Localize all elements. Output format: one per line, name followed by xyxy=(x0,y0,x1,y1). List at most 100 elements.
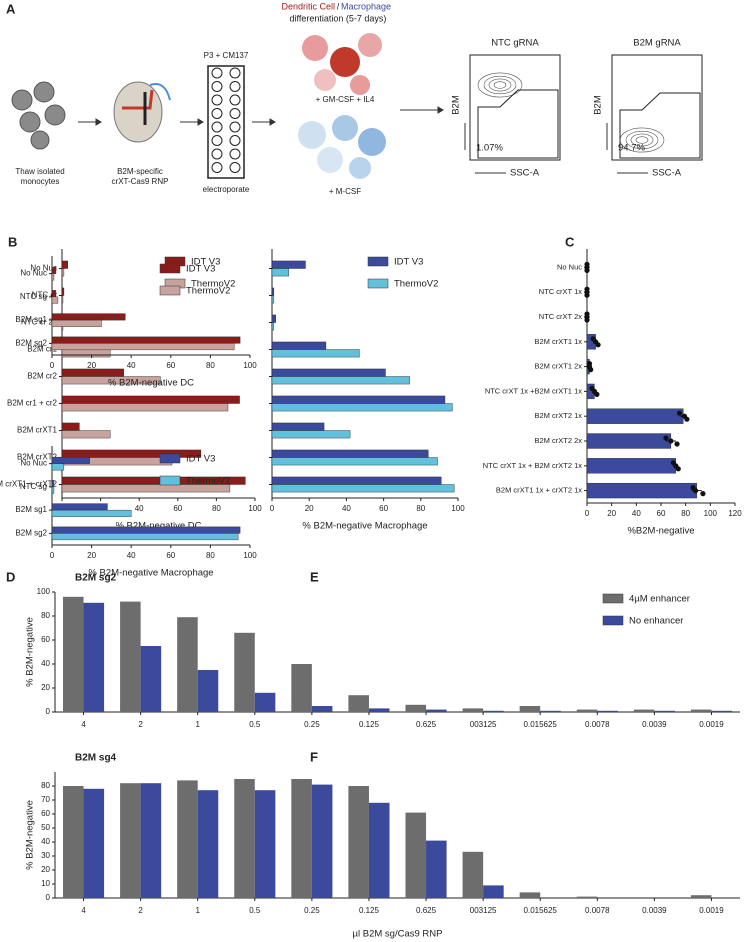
bar xyxy=(462,708,484,712)
x-tick-label: 100 xyxy=(451,504,465,513)
x-tick-label: 60 xyxy=(173,504,182,513)
bar xyxy=(654,710,675,712)
flow-percent: 1.07% xyxy=(476,143,503,154)
contour xyxy=(635,136,649,144)
y-tick-label: 40 xyxy=(41,837,50,846)
well xyxy=(229,121,241,133)
bar xyxy=(51,296,59,304)
bar xyxy=(51,526,241,534)
x-tick-label: 0.0019 xyxy=(699,906,724,915)
bar xyxy=(271,484,455,493)
diff-label: Macrophage xyxy=(341,1,391,11)
x-tick-label: 0.125 xyxy=(359,906,380,915)
bar xyxy=(271,457,438,466)
x-tick-label: 0.0078 xyxy=(585,906,610,915)
bar xyxy=(586,433,672,449)
replicate-point xyxy=(595,342,601,348)
x-tick-label: 4 xyxy=(81,720,86,729)
replicate-point xyxy=(692,488,699,494)
x-tick-label: 0.625 xyxy=(416,720,437,729)
legend-label: IDT V3 xyxy=(191,257,220,268)
legend-label: IDT V3 xyxy=(394,257,423,268)
flow-title: B2M gRNA xyxy=(633,38,681,49)
y-tick-label: 10 xyxy=(41,879,50,888)
macrophages xyxy=(298,115,386,179)
replicate-point xyxy=(588,367,594,373)
well xyxy=(229,81,241,92)
replicate-point xyxy=(676,410,683,416)
bar xyxy=(690,895,712,898)
legend-label: No enhancer xyxy=(629,616,683,627)
x-tick-label: 0 xyxy=(50,551,55,560)
bar xyxy=(51,290,57,298)
chart-title: B2M sg2 xyxy=(75,573,117,584)
x-tick-label: 40 xyxy=(135,504,144,513)
x-tick-label: 20 xyxy=(305,504,314,513)
x-tick-label: 003125 xyxy=(470,906,497,915)
bar xyxy=(61,403,229,412)
dendritic-cells xyxy=(302,33,382,95)
x-tick-label: 100 xyxy=(243,551,257,560)
panel-letter: D xyxy=(6,569,15,584)
diff-label: differentiation (5-7 days) xyxy=(290,13,387,23)
x-tick-label: 0.25 xyxy=(304,906,320,915)
y-tick-label: B2M crXT1 2x xyxy=(534,362,582,371)
well xyxy=(229,162,241,173)
bar xyxy=(405,704,427,712)
y-tick-label: NTC crXT 1x xyxy=(539,287,582,296)
legend-label: ThermoV2 xyxy=(186,286,230,297)
gate xyxy=(477,89,559,159)
y-tick-label: 60 xyxy=(41,635,50,644)
well xyxy=(211,121,223,133)
well xyxy=(229,67,241,79)
x-tick-label: 0.0039 xyxy=(642,906,667,915)
bar xyxy=(348,695,369,712)
bar xyxy=(51,509,132,517)
replicate-point xyxy=(700,491,706,497)
bar xyxy=(271,260,306,269)
replicate-point xyxy=(584,317,590,323)
panel-letter: E xyxy=(310,569,319,584)
x-tick-label: 80 xyxy=(416,504,425,513)
bar xyxy=(197,670,219,712)
y-tick-label: 0 xyxy=(46,707,51,716)
replicate-point xyxy=(684,416,690,422)
bar xyxy=(690,709,712,712)
x-tick-label: 80 xyxy=(681,509,690,518)
x-axis-label: % B2M-negative DC xyxy=(115,521,201,532)
panel-letter: F xyxy=(310,749,318,764)
contour xyxy=(477,72,523,98)
bar xyxy=(271,430,351,439)
arrow xyxy=(252,118,276,126)
bar xyxy=(540,710,561,712)
bar xyxy=(291,779,312,898)
y-tick-label: 40 xyxy=(41,659,50,668)
x-tick-label: 100 xyxy=(248,504,262,513)
bar xyxy=(51,486,55,494)
x-tick-label: 4 xyxy=(81,906,86,915)
bar xyxy=(405,812,427,898)
bar xyxy=(51,463,65,471)
bar xyxy=(271,268,289,277)
x-tick-label: 2 xyxy=(138,906,143,915)
flow-percent: 94.7% xyxy=(618,143,645,154)
replicate-point xyxy=(663,435,669,441)
bar xyxy=(61,287,65,296)
x-tick-label: 60 xyxy=(166,361,175,370)
bar xyxy=(140,783,162,898)
bar xyxy=(291,664,312,712)
legend-swatch xyxy=(602,615,624,626)
bar xyxy=(519,706,541,712)
x-tick-label: 20 xyxy=(87,551,96,560)
y-tick-label: NTC sg xyxy=(20,482,47,491)
arrow xyxy=(180,118,204,126)
bar xyxy=(426,709,447,712)
x-axis-label: % B2M-negative Macrophage xyxy=(302,521,427,532)
well xyxy=(211,67,223,79)
y-tick-label: B2M sg1 xyxy=(15,315,47,324)
panel-letter: C xyxy=(565,234,575,249)
legend-label: IDT V3 xyxy=(186,454,215,465)
bar xyxy=(483,710,504,712)
y-tick-label: B2M cr1 xyxy=(27,345,57,354)
flow-title: NTC gRNA xyxy=(491,38,539,49)
